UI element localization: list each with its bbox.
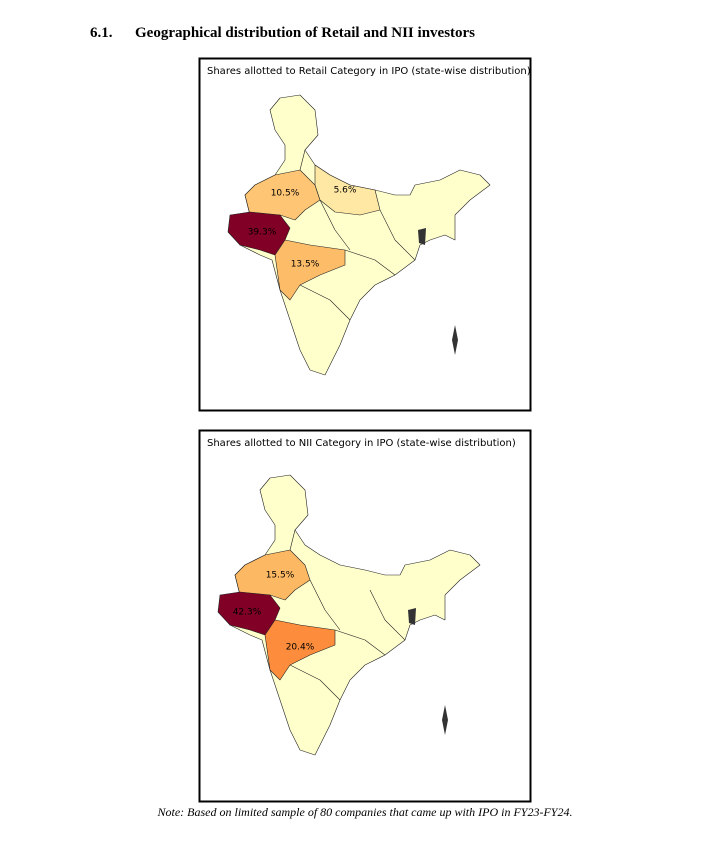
map: 15.5% 42.3% 20.4% (217, 474, 481, 756)
state-label: 15.5% (266, 571, 295, 581)
map-title: Shares allotted to Retail Category in IP… (207, 66, 531, 77)
section-title: Geographical distribution of Retail and … (135, 25, 475, 41)
state-label: 39.3% (248, 228, 277, 238)
map: 10.5% 5.6% 39.3% 13.5% (227, 94, 491, 376)
state-label: 5.6% (334, 186, 357, 196)
map-title: Shares allotted to NII Category in IPO (… (207, 438, 516, 449)
note: Note: Based on limited sample of 80 comp… (157, 805, 573, 819)
section-number: 6.1. (90, 25, 113, 41)
state-label: 20.4% (286, 643, 315, 653)
map-frame (198, 57, 532, 412)
state-label: 10.5% (271, 189, 300, 199)
map-frame (198, 429, 532, 803)
state-label: 13.5% (291, 260, 320, 270)
state-label: 42.3% (233, 608, 262, 618)
